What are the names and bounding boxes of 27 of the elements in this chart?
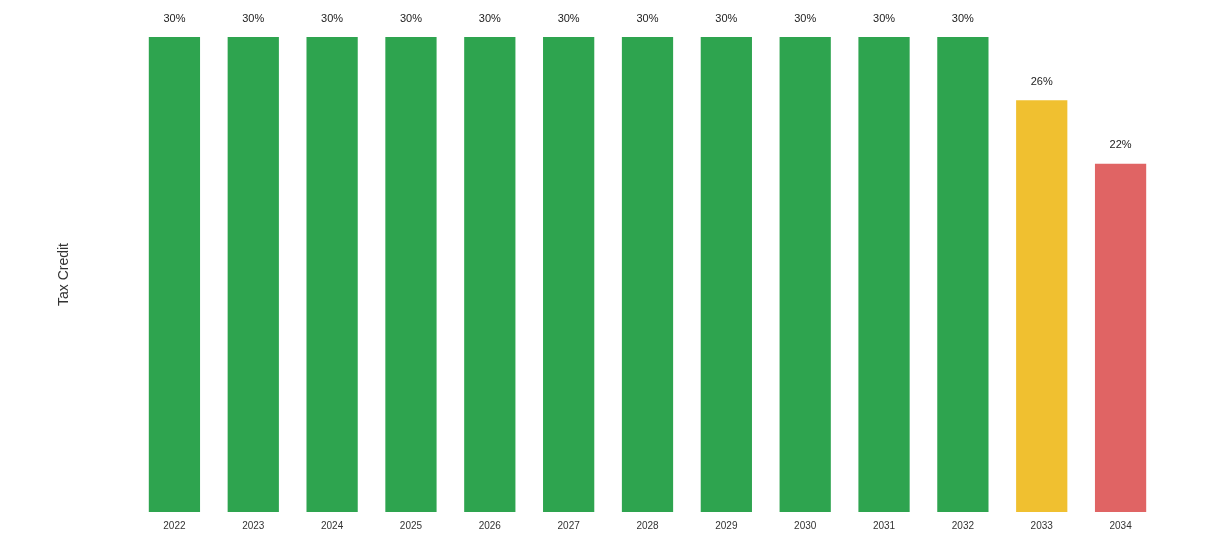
data-label: 30% (321, 11, 344, 24)
x-tick-label: 2033 (1030, 519, 1054, 531)
x-tick-label: 2025 (399, 519, 423, 531)
x-tick-label: 2022 (163, 519, 186, 531)
data-label: 26% (1030, 74, 1053, 87)
x-tick-label: 2029 (715, 519, 738, 531)
data-label: 30% (557, 11, 580, 24)
data-label: 30% (715, 11, 738, 24)
x-tick-label: 2023 (242, 519, 265, 531)
data-label: 30% (478, 11, 502, 24)
data-label: 22% (1109, 138, 1132, 151)
x-tick-label: 2030 (794, 519, 817, 531)
data-label: 30% (636, 11, 659, 24)
x-tick-label: 2026 (478, 519, 502, 531)
y-axis-title: Tax Credit (55, 242, 71, 307)
x-tick-label: 2034 (1109, 519, 1133, 531)
data-label: 30% (873, 11, 896, 24)
data-label: 30% (399, 11, 423, 24)
x-tick-label: 2031 (872, 519, 896, 531)
data-label: 30% (242, 11, 265, 24)
data-label: 30% (163, 11, 186, 24)
data-label: 30% (951, 11, 975, 24)
data-label: 30% (794, 11, 817, 24)
x-tick-label: 2028 (636, 519, 660, 531)
x-tick-label: 2032 (951, 519, 975, 531)
x-tick-label: 2027 (557, 519, 581, 531)
x-tick-label: 2024 (320, 519, 344, 531)
